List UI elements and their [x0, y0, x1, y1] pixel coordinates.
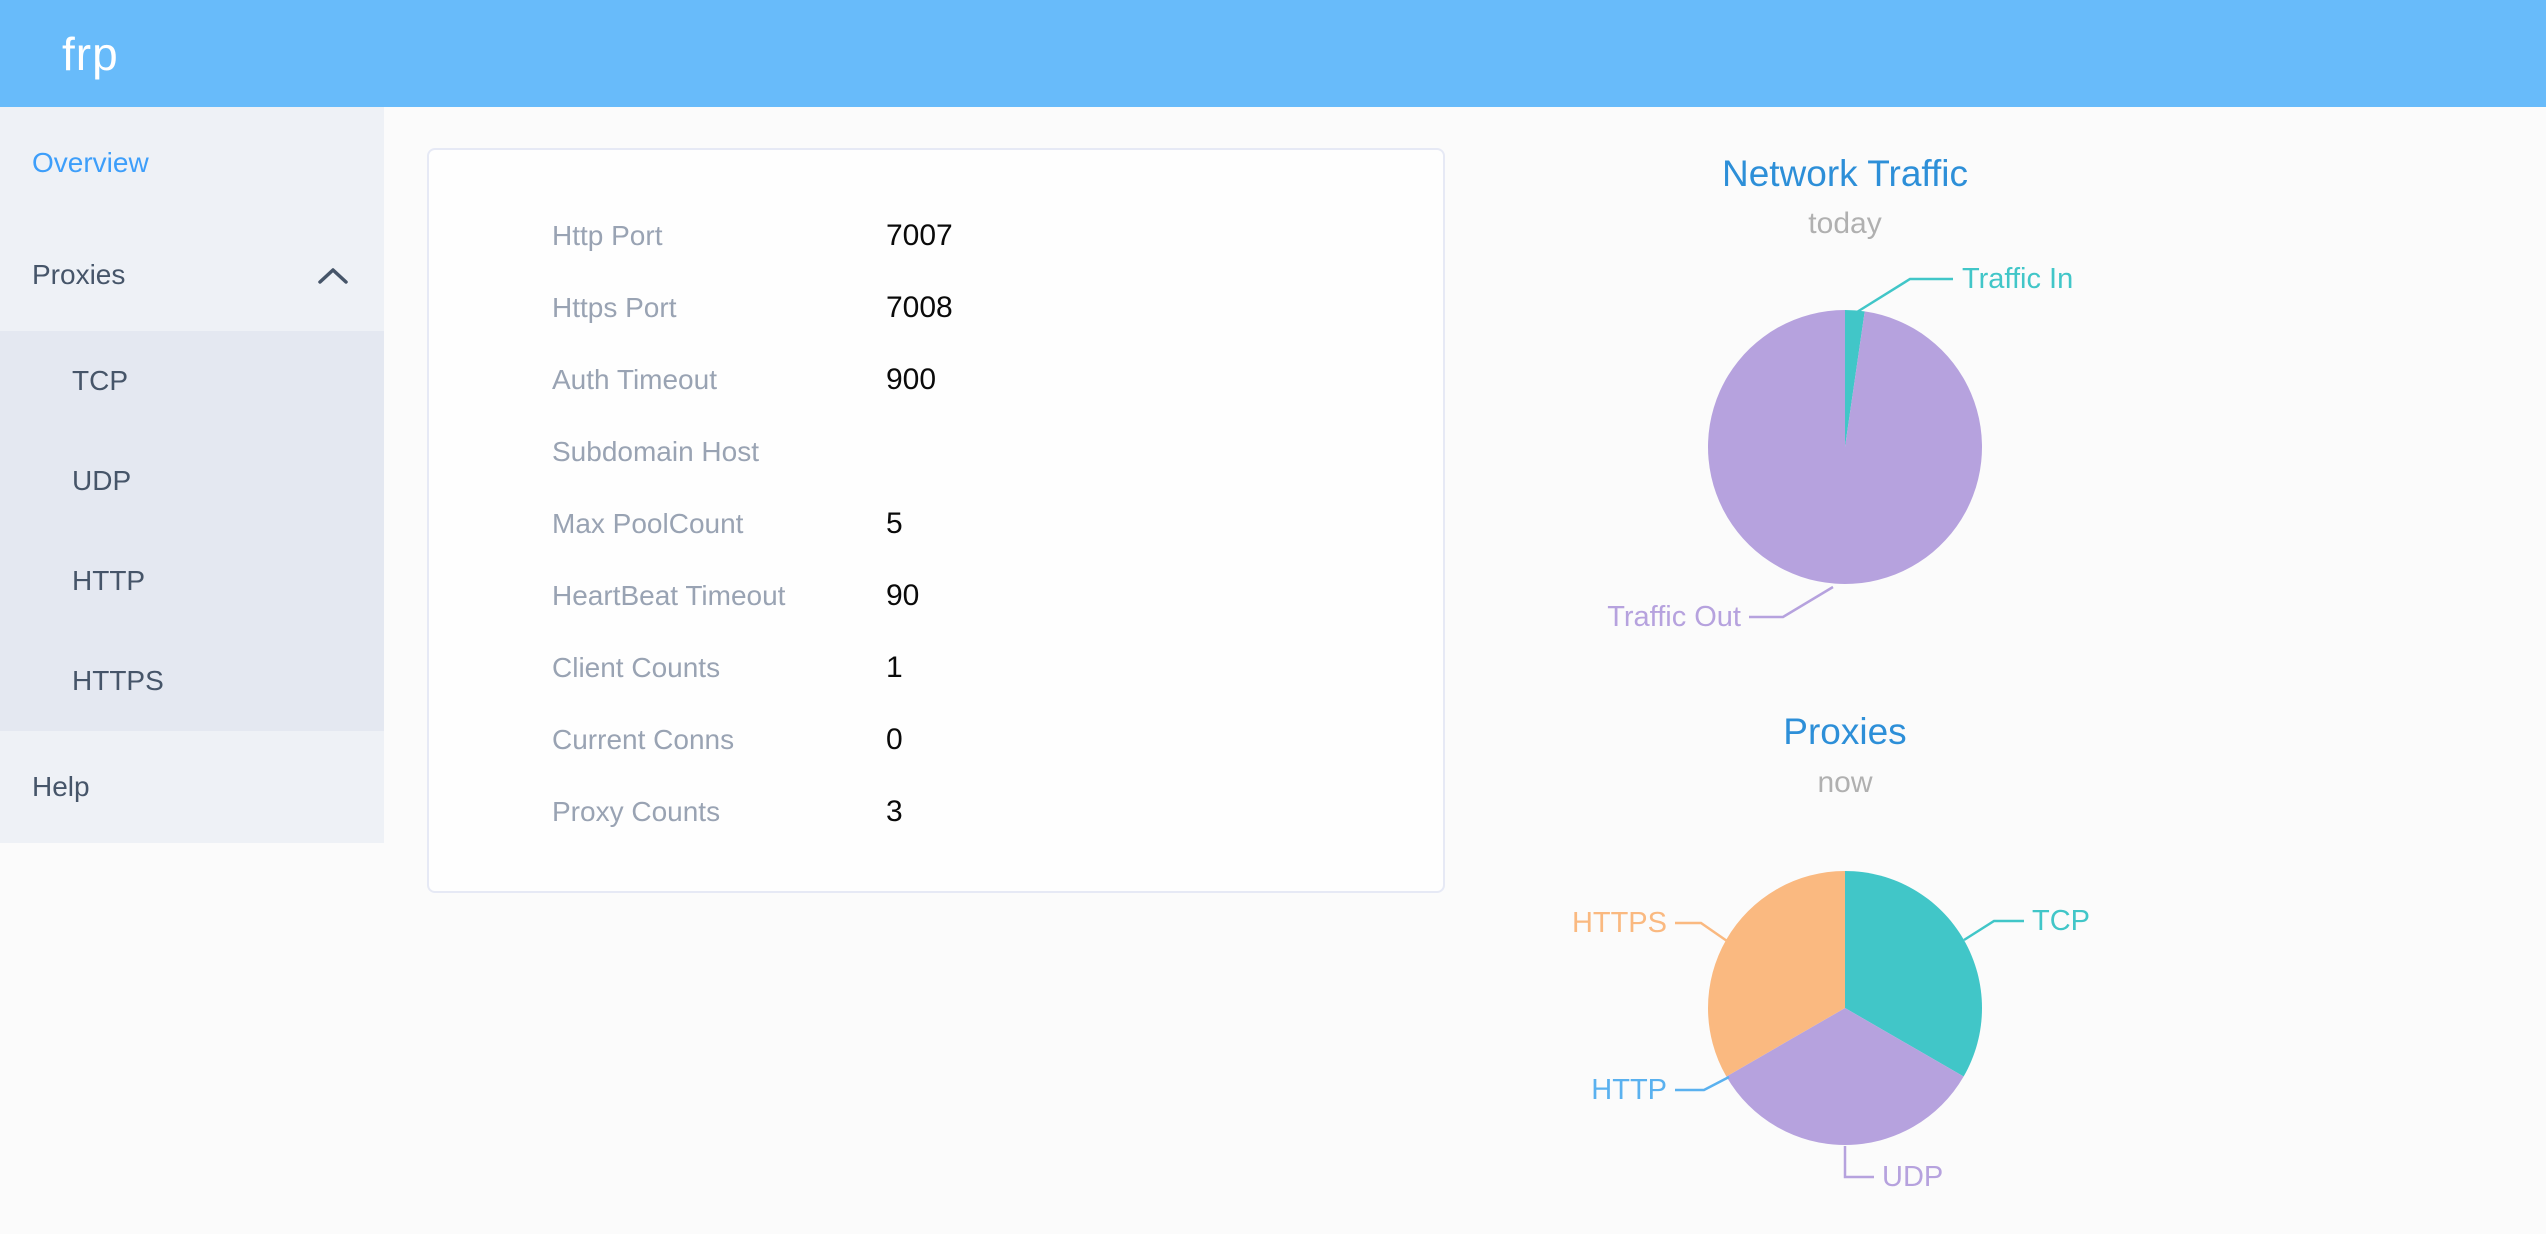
row-label: Https Port	[552, 292, 677, 323]
chevron-up-icon	[318, 267, 348, 284]
table-row: Max PoolCount 5	[429, 488, 1443, 560]
pie-slice-https[interactable]	[1707, 871, 1845, 1077]
sidebar-item-overview[interactable]: Overview	[0, 107, 384, 219]
sidebar-item-label: UDP	[72, 465, 132, 496]
row-label: Subdomain Host	[552, 436, 760, 467]
sidebar-item-udp[interactable]: UDP	[0, 431, 384, 531]
pie-label-line	[1675, 1075, 1730, 1092]
table-row: HeartBeat Timeout 90	[429, 560, 1443, 632]
pie-label-line	[1963, 919, 2024, 942]
row-label: Auth Timeout	[552, 364, 717, 395]
row-value: 7008	[886, 291, 953, 324]
pie-label-udp: UDP	[1882, 1161, 1943, 1193]
sidebar-item-label: Overview	[32, 147, 149, 178]
app-logo: frp	[62, 27, 119, 80]
row-label: Max PoolCount	[552, 508, 744, 539]
row-value: 0	[886, 723, 903, 756]
row-value: 5	[886, 507, 903, 540]
chart-subtitle-now: now	[1817, 766, 1873, 799]
row-value: 900	[886, 363, 937, 396]
sidebar: Overview Proxies TCP UDP HTTP HTTPS Help	[0, 107, 384, 843]
chart-title-proxies: Proxies	[1783, 711, 1907, 752]
pie-label-line	[1749, 585, 1834, 619]
server-info-card: Http Port 7007 Https Port 7008 Auth Timeou…	[427, 148, 1445, 893]
table-row: Current Conns 0	[429, 704, 1443, 776]
pie-slice-traffic-out[interactable]	[1707, 310, 1982, 585]
row-label: Http Port	[552, 220, 663, 251]
pie-label-traffic-out: Traffic Out	[1607, 601, 1741, 633]
sidebar-item-tcp[interactable]: TCP	[0, 331, 384, 431]
sidebar-item-label: TCP	[72, 365, 128, 396]
row-value: 1	[886, 651, 903, 684]
sidebar-submenu-proxies: TCP UDP HTTP HTTPS	[0, 331, 384, 731]
chart-subtitle-today: today	[1808, 207, 1882, 240]
chart-title-network-traffic: Network Traffic	[1721, 153, 1969, 194]
pie-slice-tcp[interactable]	[1845, 871, 1982, 1077]
pie-label-traffic-in: Traffic In	[1962, 263, 2073, 295]
pie-slice-traffic-in[interactable]	[1845, 310, 1865, 447]
pie-label-line	[1675, 921, 1728, 943]
row-value: 7007	[886, 219, 953, 252]
sidebar-item-label: Help	[32, 771, 90, 802]
table-row: Subdomain Host	[429, 416, 1443, 488]
table-row: Https Port 7008	[429, 272, 1443, 344]
sidebar-item-http[interactable]: HTTP	[0, 531, 384, 631]
row-label: Proxy Counts	[552, 796, 721, 827]
table-row: Auth Timeout 900	[429, 344, 1443, 416]
sidebar-item-label: HTTP	[72, 565, 146, 596]
row-value: 3	[886, 795, 903, 828]
app-header: frp	[0, 0, 2546, 107]
sidebar-item-label: HTTPS	[72, 665, 164, 696]
pie-label-line	[1843, 1146, 1874, 1179]
pie-label-http: HTTP	[1591, 1074, 1667, 1106]
sidebar-item-help[interactable]: Help	[0, 731, 384, 843]
sidebar-item-label: Proxies	[32, 259, 126, 290]
row-value: 90	[886, 579, 920, 612]
row-label: Client Counts	[552, 652, 721, 683]
sidebar-item-https[interactable]: HTTPS	[0, 631, 384, 731]
row-label: Current Conns	[552, 724, 735, 755]
pie-label-https: HTTPS	[1572, 907, 1667, 939]
table-row: Http Port 7007	[429, 200, 1443, 272]
pie-label-tcp: TCP	[2032, 905, 2090, 937]
row-label: HeartBeat Timeout	[552, 580, 786, 611]
table-row: Proxy Counts 3	[429, 776, 1443, 848]
pie-label-line	[1856, 277, 1953, 314]
sidebar-item-proxies[interactable]: Proxies	[0, 219, 384, 331]
table-row: Client Counts 1	[429, 632, 1443, 704]
